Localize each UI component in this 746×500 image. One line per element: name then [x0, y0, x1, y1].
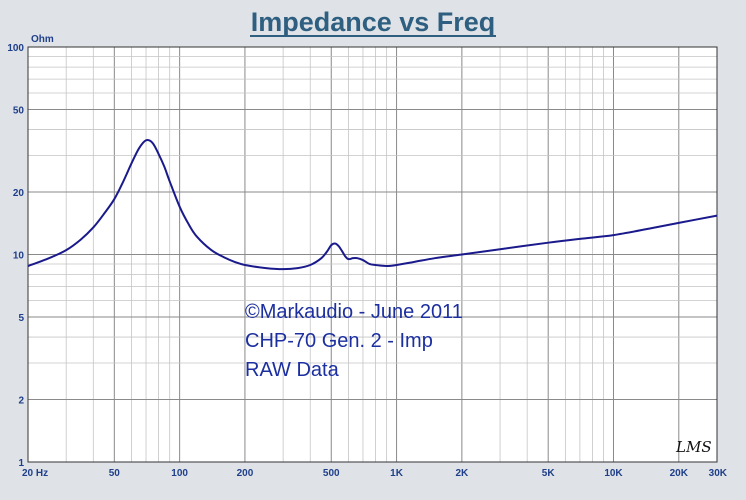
y-tick-label: 10 — [13, 251, 25, 262]
x-tick-label: 20K — [670, 468, 689, 479]
x-tick-label: 5K — [542, 468, 556, 479]
x-tick-label: 30K — [709, 468, 728, 479]
y-tick-label: 50 — [13, 105, 25, 116]
x-tick-label: 500 — [323, 468, 340, 479]
y-tick-labels: 100 50 20 10 5 2 1 — [7, 43, 24, 469]
x-tick-label: 50 — [109, 468, 121, 479]
x-tick-label: 10K — [604, 468, 623, 479]
impedance-curve — [27, 139, 718, 271]
annotation-copyright: ©Markaudio - June 2011 — [245, 301, 463, 323]
chart-title: Impedance vs Freq — [251, 7, 496, 37]
y-tick-label: 100 — [7, 43, 24, 54]
x-tick-label: 20 Hz — [22, 468, 48, 479]
y-tick-label: 1 — [18, 458, 24, 469]
x-tick-label: 2K — [455, 468, 469, 479]
series-layer — [27, 139, 718, 271]
y-tick-label: 2 — [18, 396, 24, 407]
lms-signature: LMS — [675, 438, 712, 456]
x-tick-label: 1K — [390, 468, 404, 479]
y-tick-label: 5 — [18, 313, 24, 324]
plot-border — [27, 46, 718, 463]
x-tick-labels: 20 Hz 50 100 200 500 1K 2K 5K 10K 20K 30K — [22, 468, 728, 479]
x-tick-label: 200 — [237, 468, 254, 479]
annotation-raw-data: RAW Data — [245, 359, 340, 381]
y-tick-label: 20 — [13, 188, 25, 199]
grid-lines — [28, 47, 717, 462]
annotation-model: CHP-70 Gen. 2 - Imp — [245, 330, 433, 352]
x-tick-label: 100 — [171, 468, 188, 479]
y-axis-unit: Ohm — [31, 34, 54, 45]
